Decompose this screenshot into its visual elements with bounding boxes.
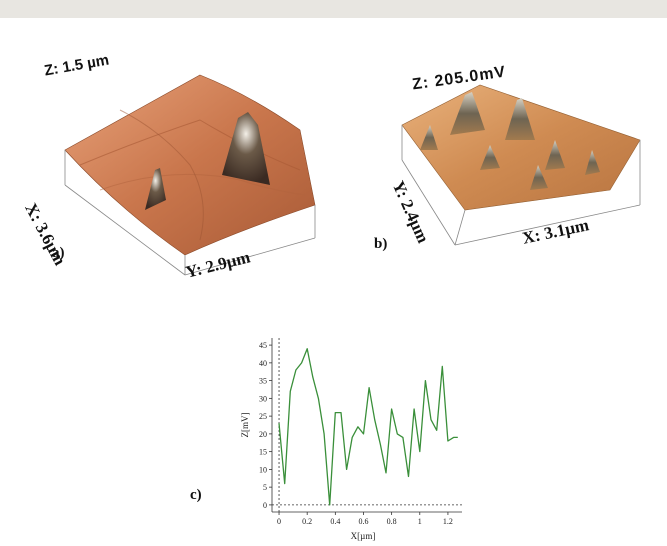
y-tick-label: 30	[259, 394, 267, 403]
x-tick-label: 1	[418, 517, 422, 526]
x-tick-label: 0.4	[330, 517, 340, 526]
x-tick-label: 0.2	[302, 517, 312, 526]
y-tick-label: 5	[263, 483, 267, 492]
y-tick-label: 15	[259, 448, 267, 457]
y-tick-label: 45	[259, 341, 267, 350]
panel-c-label: c)	[190, 487, 202, 503]
x-axis-label: X[µm]	[351, 531, 376, 541]
y-tick-label: 25	[259, 412, 267, 421]
y-tick-label: 0	[263, 501, 267, 510]
y-axis-label: Z[mV]	[240, 413, 250, 438]
series-line	[278, 348, 458, 506]
y-tick-label: 40	[259, 359, 267, 368]
top-bar	[0, 0, 667, 18]
y-tick-label: 20	[259, 430, 267, 439]
y-tick-label: 10	[259, 465, 267, 474]
x-tick-label: 0	[277, 517, 281, 526]
x-tick-label: 0.6	[358, 517, 368, 526]
x-tick-label: 0.8	[387, 517, 397, 526]
y-tick-label: 35	[259, 377, 267, 386]
x-tick-label: 1.2	[443, 517, 453, 526]
